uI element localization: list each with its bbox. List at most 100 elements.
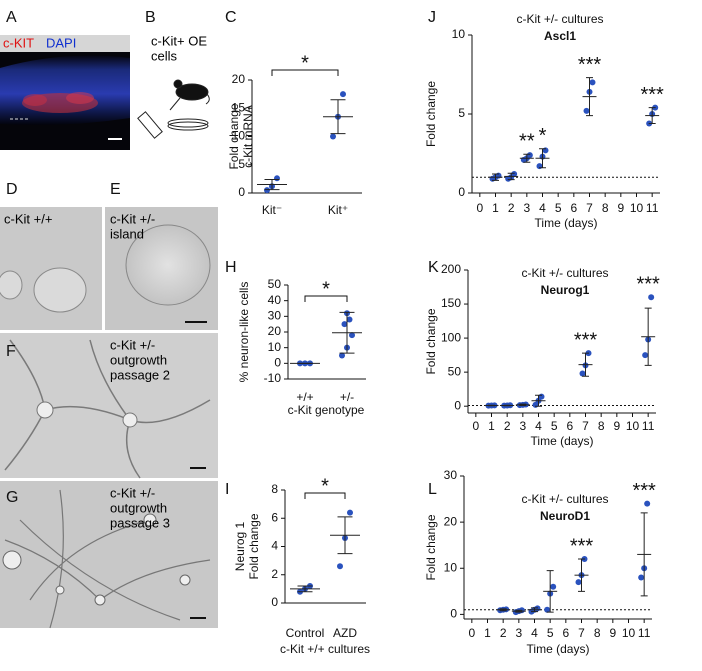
x-tick-label: 5 [547,626,554,640]
panel-letter: K [428,259,439,276]
chart-title: c-Kit +/- cultures [521,266,608,280]
panel-letter: B [145,9,156,26]
sig-bracket [304,492,346,499]
y-tick-label: 10 [452,27,466,41]
sig-label: *** [636,274,660,296]
x-tick-label: Kit⁻ [262,203,282,217]
sig-label: *** [570,535,594,557]
x-tick-label: 11 [646,201,659,215]
x-tick-label: 4 [539,201,546,215]
x-tick-label: 6 [562,626,569,640]
x-axis-label: c-Kit genotype [288,403,365,417]
x-tick-label: 9 [617,201,624,215]
y-tick-label: 0 [454,398,461,412]
image-label: c-Kit +/- [110,211,155,226]
y-tick-label: 0 [271,595,278,609]
x-tick-label: 2 [504,419,511,433]
x-tick-label: 11 [638,626,651,640]
data-point [536,163,543,170]
x-tick-label: 7 [586,201,593,215]
data-point [544,606,551,613]
image-label: passage 2 [110,367,170,382]
image-label: c-Kit +/- [110,337,155,352]
panel-letter: H [225,259,237,276]
x-tick-label: 11 [642,419,655,433]
data-point [642,352,649,359]
x-tick-label: 7 [578,626,585,640]
y-tick-label: 40 [268,293,282,307]
image-label: c-Kit+ OE [151,33,207,48]
sig-label: * [322,278,330,300]
data-point [638,574,645,581]
sig-label: * [301,52,309,74]
y-tick-label: 6 [271,510,278,524]
data-point [339,352,345,359]
data-point [644,500,651,507]
panel-letter: D [6,181,18,198]
sig-bracket [304,295,348,302]
y-tick-label: -10 [264,371,282,385]
x-tick-label: 8 [598,419,605,433]
x-tick-label: 0 [472,419,479,433]
x-tick-label: 8 [594,626,601,640]
data-point [542,147,549,154]
y-tick-label: 10 [444,560,458,574]
image-label: DAPI [46,35,76,50]
y-tick-label: 30 [444,468,458,482]
panel-letter: F [6,343,16,360]
y-axis-label: Fold change [424,514,438,580]
sig-label: *** [574,329,598,351]
x-tick-label: 4 [535,419,542,433]
image-label: cells [151,48,178,63]
data-point [511,171,518,178]
image-label: outgrowth [110,352,167,367]
x-axis-label: Time (days) [527,642,590,656]
data-point [346,316,353,323]
image-label: c-Kit +/- [110,485,155,500]
data-point [648,294,655,301]
y-tick-label: 20 [232,72,246,86]
y-tick-label: 0 [450,607,457,621]
y-tick-label: 50 [268,277,282,291]
data-point [347,509,353,516]
y-axis-label: Fold change [227,103,241,169]
chart-title: c-Kit +/- cultures [521,492,608,506]
y-tick-label: 4 [271,539,278,553]
chart-title: c-Kit +/- cultures [516,12,603,26]
x-axis-label: Time (days) [531,434,594,448]
x-tick-label: 0 [468,626,475,640]
sig-label: *** [632,480,656,502]
x-axis-label: Time (days) [535,216,598,230]
x-tick-label: 6 [570,201,577,215]
x-tick-label: 4 [531,626,538,640]
y-axis-label: Fold change [424,81,438,147]
x-tick-label: 3 [523,201,530,215]
image-label: island [110,226,144,241]
panel-letter: C [225,9,237,26]
panel-letter: A [6,9,17,26]
x-tick-label: 2 [508,201,515,215]
x-tick-label: AZD [333,626,357,640]
data-point [340,91,346,98]
x-tick-label: 5 [551,419,558,433]
x-tick-label: 6 [566,419,573,433]
x-tick-label: 8 [602,201,609,215]
panel-letter: I [225,481,229,498]
y-tick-label: 0 [238,185,245,199]
y-tick-label: 50 [448,364,462,378]
y-tick-label: 0 [274,356,281,370]
x-tick-label: 9 [609,626,616,640]
image-label: c-KIT [3,35,34,50]
y-tick-label: 100 [441,330,461,344]
sig-label: ** [519,131,535,153]
y-tick-label: 5 [238,157,245,171]
x-tick-label: Control [286,626,325,640]
data-point [274,175,280,182]
y-tick-label: 150 [441,296,461,310]
y-axis-label: % neuron-like cells [237,282,251,383]
y-axis-label: Fold change [247,513,261,579]
sig-bracket [271,69,339,76]
x-axis-label: c-Kit +/+ cultures [280,642,370,656]
x-tick-label: 10 [630,201,644,215]
